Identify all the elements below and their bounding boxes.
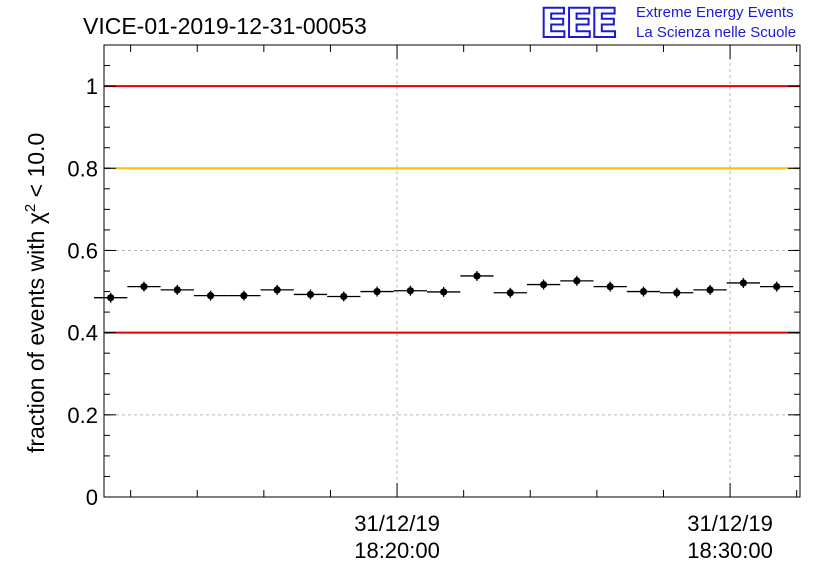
y-axis-label-main: fraction of events with bbox=[23, 224, 49, 453]
data-point bbox=[660, 287, 694, 298]
point-marker bbox=[440, 288, 448, 296]
logo-line-1: Extreme Energy Events bbox=[636, 4, 794, 21]
data-point bbox=[260, 284, 294, 295]
data-point bbox=[227, 290, 261, 301]
data-point bbox=[760, 281, 794, 292]
point-marker bbox=[539, 280, 548, 289]
logo-text: Extreme Energy Events La Scienza nelle S… bbox=[636, 3, 796, 43]
data-point bbox=[427, 286, 461, 297]
data-point bbox=[626, 286, 661, 297]
chart-title: VICE-01-2019-12-31-00053 bbox=[83, 13, 367, 39]
y-axis-label-chi: χ bbox=[23, 212, 49, 224]
y-tick-label: 1 bbox=[86, 74, 98, 99]
y-tick-label: 0.8 bbox=[67, 156, 98, 181]
y-axis-label-exp: 2 bbox=[22, 204, 39, 212]
data-point bbox=[493, 287, 527, 298]
y-tick-label: 0 bbox=[86, 485, 98, 510]
eee-logo: EEE Extreme Energy Events La Scienza nel… bbox=[539, 1, 830, 47]
point-marker bbox=[739, 279, 747, 287]
point-marker bbox=[273, 286, 281, 294]
logo-line-2: La Scienza nelle Scuole bbox=[636, 24, 797, 41]
data-point bbox=[360, 286, 394, 297]
y-tick-label: 0.4 bbox=[67, 321, 98, 346]
point-marker bbox=[173, 286, 181, 294]
x-tick-label-date: 31/12/19 bbox=[687, 511, 773, 536]
x-tick-label-date: 31/12/19 bbox=[354, 511, 440, 536]
y-axis-label-tail: < 10.0 bbox=[23, 133, 49, 204]
point-marker bbox=[340, 292, 348, 301]
point-marker bbox=[107, 294, 115, 302]
point-marker bbox=[206, 292, 215, 300]
y-axis-label: fraction of events with χ2 < 10.0 bbox=[22, 133, 49, 453]
data-points bbox=[94, 270, 794, 303]
point-marker bbox=[639, 287, 648, 296]
point-marker bbox=[306, 290, 315, 299]
data-point bbox=[293, 289, 328, 300]
point-marker bbox=[406, 287, 414, 295]
y-axis-ticks: 0 0.2 0.4 0.6 0.8 1 bbox=[67, 44, 800, 510]
data-point bbox=[560, 275, 594, 286]
grid bbox=[104, 45, 800, 497]
data-point bbox=[193, 290, 228, 301]
point-marker bbox=[140, 283, 148, 291]
point-marker bbox=[706, 286, 714, 294]
logo-mark: EEE bbox=[539, 1, 619, 47]
data-point bbox=[460, 270, 494, 281]
data-point bbox=[94, 292, 128, 303]
x-tick-label-time: 18:20:00 bbox=[354, 538, 440, 563]
data-point bbox=[693, 284, 727, 295]
y-tick-label: 0.2 bbox=[67, 403, 98, 428]
point-marker bbox=[773, 283, 781, 291]
data-point bbox=[726, 277, 761, 288]
point-marker bbox=[240, 292, 248, 300]
data-point bbox=[127, 281, 161, 292]
reference-lines bbox=[104, 85, 800, 334]
point-marker bbox=[573, 277, 581, 285]
plot-frame bbox=[103, 44, 801, 498]
point-marker bbox=[606, 283, 614, 291]
data-point bbox=[393, 285, 428, 296]
point-marker bbox=[373, 287, 381, 296]
data-point bbox=[593, 281, 627, 292]
point-marker bbox=[473, 272, 481, 280]
point-marker bbox=[673, 289, 681, 297]
point-marker bbox=[506, 289, 514, 297]
data-point bbox=[327, 291, 361, 302]
data-point bbox=[160, 284, 194, 295]
y-tick-label: 0.6 bbox=[67, 238, 98, 263]
x-tick-label-time: 18:30:00 bbox=[687, 538, 773, 563]
data-point bbox=[526, 279, 561, 290]
